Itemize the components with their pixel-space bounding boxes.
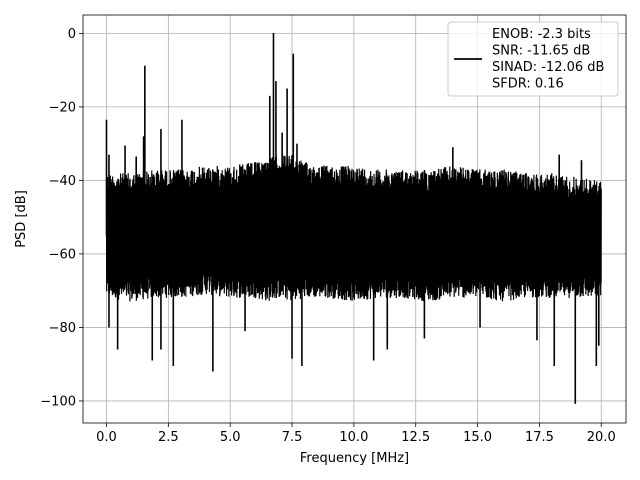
legend-box — [447, 21, 619, 97]
y-tick-label: 0 — [68, 27, 76, 42]
x-axis: 0.0 2.5 5.0 7.5 10.0 12.5 15.0 17.5 20.0 — [96, 423, 616, 445]
legend-snr-text: SNR: -11.65 dB — [492, 44, 590, 59]
legend-enob-text: ENOB: -2.3 bits — [492, 27, 591, 42]
legend-sinad-text: SINAD: -12.06 dB — [492, 60, 604, 75]
x-tick-label: 20.0 — [587, 430, 616, 445]
y-tick-label: −20 — [49, 100, 76, 115]
y-tick-label: −80 — [49, 321, 76, 336]
y-tick-label: −40 — [49, 174, 76, 189]
y-tick-label: −100 — [40, 394, 76, 409]
psd-trace — [105, 33, 602, 404]
x-tick-label: 10.0 — [339, 430, 368, 445]
legend-sfdr-text: SFDR: 0.16 — [492, 77, 564, 92]
legend: ENOB: -2.3 bits SNR: -11.65 dB SINAD: -1… — [447, 21, 619, 97]
x-tick-label: 17.5 — [525, 430, 554, 445]
y-axis: 0 −20 −40 −60 −80 −100 — [40, 27, 83, 409]
x-tick-label: 2.5 — [158, 430, 179, 445]
x-tick-label: 7.5 — [282, 430, 303, 445]
plot-area-frame — [82, 14, 627, 424]
x-tick-label: 15.0 — [463, 430, 492, 445]
psd-noise-floor — [105, 154, 602, 302]
y-tick-label: −60 — [49, 247, 76, 262]
x-tick-label: 0.0 — [96, 430, 117, 445]
x-axis-label: Frequency [MHz] — [300, 451, 409, 466]
x-tick-label: 12.5 — [401, 430, 430, 445]
x-tick-label: 5.0 — [220, 430, 241, 445]
y-axis-label: PSD [dB] — [14, 190, 29, 248]
